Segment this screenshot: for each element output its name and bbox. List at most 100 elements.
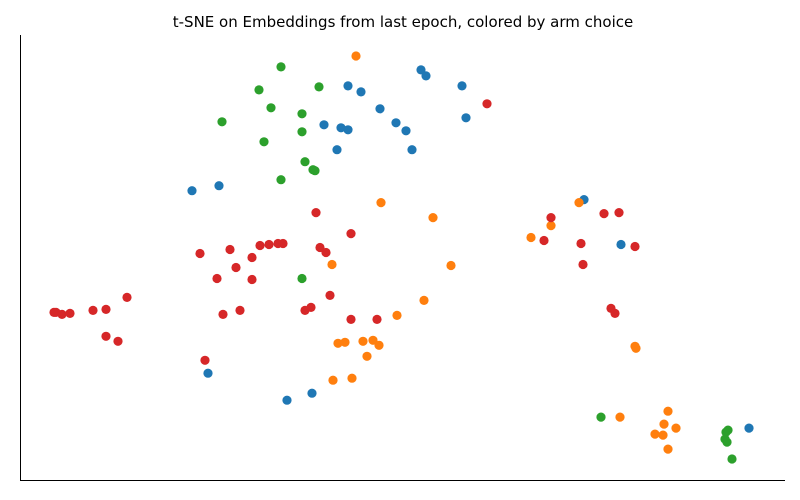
scatter-point bbox=[214, 181, 224, 191]
scatter-point bbox=[218, 309, 228, 319]
scatter-point bbox=[356, 87, 366, 97]
scatter-point bbox=[744, 423, 754, 433]
scatter-point bbox=[333, 338, 343, 348]
scatter-point bbox=[195, 248, 205, 259]
scatter-point bbox=[546, 221, 556, 231]
scatter-point bbox=[650, 429, 660, 439]
scatter-point bbox=[457, 81, 467, 91]
scatter-point bbox=[630, 241, 640, 252]
scatter-point bbox=[372, 314, 382, 324]
scatter-point bbox=[314, 82, 324, 92]
scatter-point bbox=[446, 260, 456, 271]
scatter-point bbox=[101, 304, 111, 314]
scatter-point bbox=[231, 262, 241, 273]
scatter-point bbox=[297, 273, 307, 284]
scatter-point bbox=[482, 99, 492, 109]
scatter-point bbox=[576, 238, 586, 249]
scatter-point bbox=[346, 229, 356, 239]
scatter-point bbox=[419, 295, 429, 305]
scatter-point bbox=[200, 355, 210, 365]
scatter-point bbox=[392, 310, 402, 320]
scatter-point bbox=[88, 305, 98, 315]
scatter-point bbox=[276, 62, 286, 72]
scatter-point bbox=[722, 437, 732, 447]
scatter-point bbox=[539, 235, 549, 246]
scatter-point bbox=[376, 198, 386, 208]
scatter-point bbox=[461, 113, 471, 123]
scatter-point bbox=[327, 259, 337, 270]
scatter-point bbox=[546, 213, 556, 223]
scatter-point bbox=[282, 395, 292, 405]
scatter-point bbox=[247, 274, 257, 285]
scatter-point bbox=[321, 247, 331, 258]
scatter-point bbox=[122, 292, 132, 302]
scatter-point bbox=[332, 145, 342, 155]
scatter-point bbox=[255, 240, 265, 251]
series-2 bbox=[217, 62, 737, 464]
scatter-point bbox=[526, 232, 536, 243]
scatter-point bbox=[658, 430, 668, 440]
scatter-point bbox=[254, 85, 264, 95]
scatter-point bbox=[187, 186, 197, 196]
scatter-point bbox=[401, 126, 411, 136]
scatter-point bbox=[235, 305, 245, 315]
scatter-point bbox=[340, 337, 350, 347]
scatter-point bbox=[336, 123, 346, 133]
scatter-point bbox=[343, 125, 353, 135]
scatter-point bbox=[659, 419, 669, 429]
scatter-point bbox=[300, 157, 310, 167]
scatter-point bbox=[264, 239, 274, 250]
scatter-point bbox=[307, 388, 317, 398]
chart-title: t-SNE on Embeddings from last epoch, col… bbox=[173, 13, 633, 31]
scatter-point bbox=[596, 412, 606, 422]
scatter-point bbox=[225, 244, 235, 255]
points-layer bbox=[49, 51, 754, 464]
scatter-point bbox=[57, 309, 67, 319]
scatter-point bbox=[421, 71, 431, 81]
scatter-point bbox=[325, 290, 335, 300]
scatter-point bbox=[727, 454, 737, 464]
scatter-point bbox=[266, 103, 276, 113]
scatter-point bbox=[217, 117, 227, 127]
scatter-point bbox=[663, 406, 673, 416]
scatter-point bbox=[375, 104, 385, 114]
scatter-point bbox=[407, 145, 417, 155]
scatter-point bbox=[391, 118, 401, 128]
scatter-point bbox=[574, 198, 584, 208]
scatter-point bbox=[362, 351, 372, 361]
scatter-point bbox=[616, 239, 626, 250]
scatter-point bbox=[297, 127, 307, 137]
scatter-point bbox=[65, 308, 75, 318]
scatter-point bbox=[631, 343, 641, 353]
scatter-point bbox=[599, 209, 609, 219]
scatter-point bbox=[346, 314, 356, 324]
scatter-point bbox=[615, 412, 625, 422]
scatter-point bbox=[428, 213, 438, 223]
scatter-point bbox=[311, 208, 321, 218]
scatter-point bbox=[610, 308, 620, 318]
series-0 bbox=[187, 65, 754, 433]
scatter-point bbox=[343, 81, 353, 91]
scatter-point bbox=[276, 175, 286, 185]
scatter-point bbox=[300, 305, 310, 315]
scatter-point bbox=[614, 208, 624, 218]
scatter-point bbox=[310, 166, 320, 176]
scatter-point bbox=[101, 331, 111, 341]
scatter-point bbox=[347, 373, 357, 383]
scatter-point bbox=[259, 137, 269, 147]
series-3 bbox=[49, 99, 640, 365]
scatter-point bbox=[203, 368, 213, 378]
scatter-point bbox=[247, 252, 257, 263]
scatter-point bbox=[671, 423, 681, 433]
scatter-point bbox=[328, 375, 338, 385]
scatter-point bbox=[273, 238, 283, 249]
scatter-point bbox=[374, 340, 384, 350]
scatter-point bbox=[297, 109, 307, 119]
scatter-point bbox=[721, 427, 731, 437]
scatter-point bbox=[578, 259, 588, 270]
series-1 bbox=[327, 51, 681, 454]
scatter-point bbox=[351, 51, 361, 61]
scatter-point bbox=[113, 336, 123, 346]
